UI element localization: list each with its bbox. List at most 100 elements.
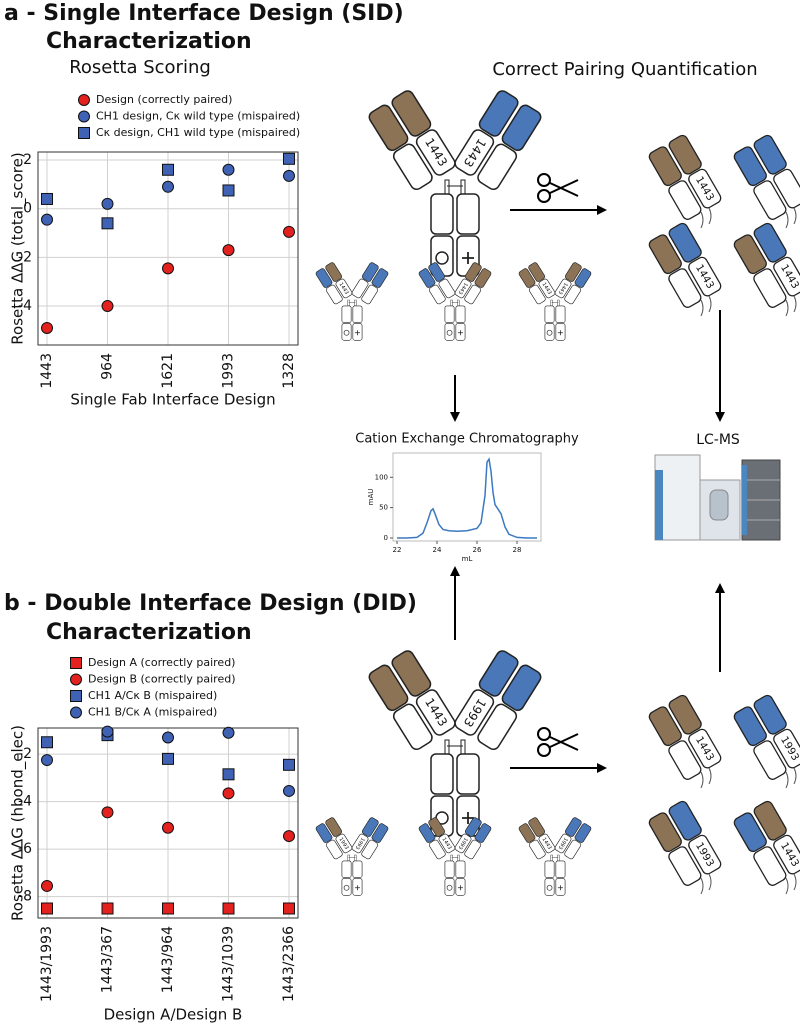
domain: [668, 740, 702, 780]
domain: [564, 817, 582, 837]
design-label: 1993: [557, 836, 569, 850]
fab-tail: [700, 873, 712, 895]
hinge: [450, 299, 453, 307]
domain: [477, 143, 518, 191]
domain: [528, 839, 546, 860]
fc-domain: [555, 305, 566, 323]
fab: 1443: [648, 134, 722, 220]
domain: [351, 833, 369, 854]
point: [41, 879, 53, 892]
fab-tail: [785, 295, 797, 317]
x-tick-label: 1443/1039: [221, 926, 237, 1002]
domain: [668, 694, 702, 735]
domain: [428, 817, 446, 837]
antibody: 1443 1443: [368, 90, 542, 277]
point: [41, 192, 53, 205]
fc-mutation: [462, 812, 474, 824]
domain: [464, 817, 482, 837]
domain: [668, 180, 702, 220]
domain: [361, 817, 379, 837]
hinge: [457, 299, 460, 307]
fab: 1993: [315, 817, 353, 860]
domain: [648, 234, 682, 275]
hinge: [347, 854, 350, 862]
legend-marker: [70, 690, 82, 702]
hinge: [354, 299, 357, 307]
domain: [753, 268, 787, 308]
domain: [518, 823, 536, 843]
plot-frame: [392, 452, 542, 542]
domain: [554, 833, 572, 854]
domain: [753, 800, 787, 841]
point: [222, 184, 235, 197]
plot-frame: [37, 151, 299, 346]
domain: [773, 256, 800, 297]
fc-domain: [444, 305, 455, 323]
fc-mutation: [457, 885, 463, 891]
hinge: [457, 854, 460, 862]
point: [162, 262, 174, 275]
domain: [428, 839, 446, 860]
x-tick-label: 1443/2366: [281, 926, 297, 1002]
domain: [753, 846, 787, 886]
legend-marker: [78, 127, 90, 139]
chromatogram-line: [397, 457, 537, 539]
hinge: [444, 179, 450, 195]
domain: [501, 664, 542, 712]
point: [222, 726, 235, 739]
domain: [315, 268, 333, 288]
x-tick-label: 24: [433, 546, 442, 554]
domain: [574, 268, 592, 288]
point: [162, 752, 174, 765]
domain: [688, 256, 722, 297]
fc-mutation: [557, 885, 563, 891]
x-tick-label: 22: [393, 546, 402, 554]
legend-marker: [78, 94, 90, 106]
design-label: 1993: [457, 836, 469, 850]
design-label: 1443: [457, 281, 469, 295]
domain: [454, 689, 495, 736]
domain: [371, 823, 389, 843]
fc-mutation: [457, 330, 463, 336]
hinge: [354, 854, 357, 862]
hinge: [450, 854, 453, 862]
panel-title: Characterization: [46, 29, 252, 54]
point: [283, 830, 295, 843]
fc-domain: [544, 860, 555, 878]
domain: [454, 278, 472, 299]
x-tick-label: 1443: [39, 353, 55, 389]
fc-mutation: [557, 330, 563, 336]
domain: [474, 268, 492, 288]
domain: [648, 812, 682, 853]
design-label: 1443: [441, 837, 453, 851]
domain: [753, 740, 787, 780]
y-tick-label: -6: [18, 841, 32, 857]
fc-domain: [455, 305, 466, 323]
fc-mutation: [343, 884, 350, 891]
point: [162, 821, 174, 834]
x-axis-label: Design A/Design B: [104, 1006, 243, 1024]
x-tick-label: 1328: [281, 353, 297, 389]
domain: [438, 278, 456, 299]
fc-mutation: [435, 251, 449, 265]
legend-label: CH1 B/Cκ A (mispaired): [88, 706, 217, 719]
antibody: 1993 1993: [315, 817, 389, 896]
fab: 1443: [368, 90, 456, 191]
legend-label: Design A (correctly paired): [88, 656, 235, 669]
domain: [668, 800, 702, 841]
x-tick-label: 1443/964: [160, 926, 176, 993]
fc-domain: [430, 193, 454, 235]
y-tick-label: 0: [384, 534, 388, 542]
domain: [315, 823, 333, 843]
point: [41, 902, 53, 915]
y-tick-label: -4: [18, 794, 32, 810]
point: [283, 758, 295, 771]
antibody: 1443: [418, 262, 492, 341]
x-tick-label: 1443/1993: [39, 926, 55, 1002]
x-tick-label: 1993: [221, 353, 237, 389]
domain: [753, 134, 787, 175]
fc-domain: [544, 878, 555, 896]
fc-domain: [544, 323, 555, 341]
point: [101, 806, 114, 819]
panel-title: a - Single Interface Design (SID): [4, 1, 404, 26]
